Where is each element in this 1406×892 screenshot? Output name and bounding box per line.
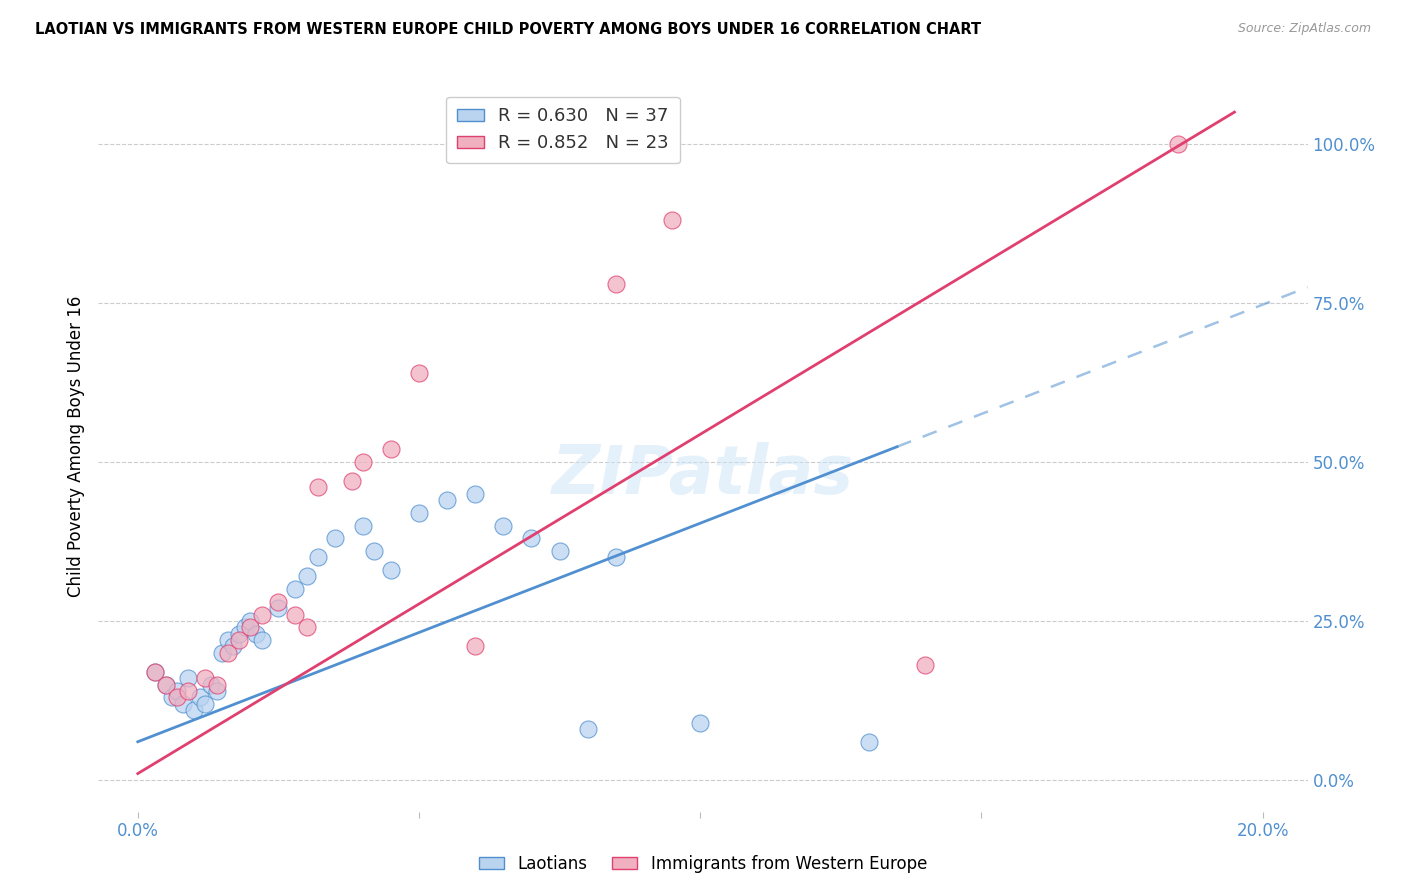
Point <box>492 518 515 533</box>
Point <box>217 632 239 647</box>
Point <box>689 715 711 730</box>
Legend: Laotians, Immigrants from Western Europe: Laotians, Immigrants from Western Europe <box>472 848 934 880</box>
Point <box>177 671 200 685</box>
Text: ZIPatlas: ZIPatlas <box>553 442 853 508</box>
Point <box>188 690 211 705</box>
Point <box>352 455 374 469</box>
Point <box>408 506 430 520</box>
Point <box>408 366 430 380</box>
Point <box>380 442 402 457</box>
Point <box>228 626 250 640</box>
Y-axis label: Child Poverty Among Boys Under 16: Child Poverty Among Boys Under 16 <box>66 295 84 597</box>
Point <box>352 518 374 533</box>
Point <box>143 665 166 679</box>
Point <box>222 640 245 654</box>
Point <box>858 735 880 749</box>
Point <box>172 697 194 711</box>
Point <box>284 582 307 596</box>
Point <box>295 620 318 634</box>
Point <box>239 620 262 634</box>
Point <box>160 690 183 705</box>
Point <box>250 632 273 647</box>
Point <box>363 544 385 558</box>
Point <box>194 697 217 711</box>
Point <box>155 677 177 691</box>
Point <box>250 607 273 622</box>
Point <box>177 684 200 698</box>
Point <box>194 671 217 685</box>
Point <box>914 658 936 673</box>
Point <box>200 677 222 691</box>
Point <box>436 493 458 508</box>
Point <box>548 544 571 558</box>
Point <box>307 550 329 565</box>
Point <box>166 684 188 698</box>
Point <box>576 722 599 736</box>
Point <box>205 684 228 698</box>
Point <box>605 550 627 565</box>
Point <box>464 640 486 654</box>
Point <box>211 646 233 660</box>
Point <box>267 601 290 615</box>
Point <box>245 626 267 640</box>
Point <box>464 486 486 500</box>
Point <box>323 531 346 545</box>
Point <box>605 277 627 291</box>
Point <box>166 690 188 705</box>
Legend: R = 0.630   N = 37, R = 0.852   N = 23: R = 0.630 N = 37, R = 0.852 N = 23 <box>446 96 681 163</box>
Point <box>307 480 329 494</box>
Point <box>380 563 402 577</box>
Point <box>284 607 307 622</box>
Point <box>233 620 256 634</box>
Point <box>143 665 166 679</box>
Point <box>520 531 543 545</box>
Point <box>295 569 318 583</box>
Point <box>205 677 228 691</box>
Point <box>239 614 262 628</box>
Point <box>228 632 250 647</box>
Point <box>155 677 177 691</box>
Point <box>1167 136 1189 151</box>
Point <box>661 213 683 227</box>
Point <box>217 646 239 660</box>
Point <box>340 474 363 488</box>
Point <box>267 595 290 609</box>
Text: LAOTIAN VS IMMIGRANTS FROM WESTERN EUROPE CHILD POVERTY AMONG BOYS UNDER 16 CORR: LAOTIAN VS IMMIGRANTS FROM WESTERN EUROP… <box>35 22 981 37</box>
Text: Source: ZipAtlas.com: Source: ZipAtlas.com <box>1237 22 1371 36</box>
Point <box>183 703 205 717</box>
